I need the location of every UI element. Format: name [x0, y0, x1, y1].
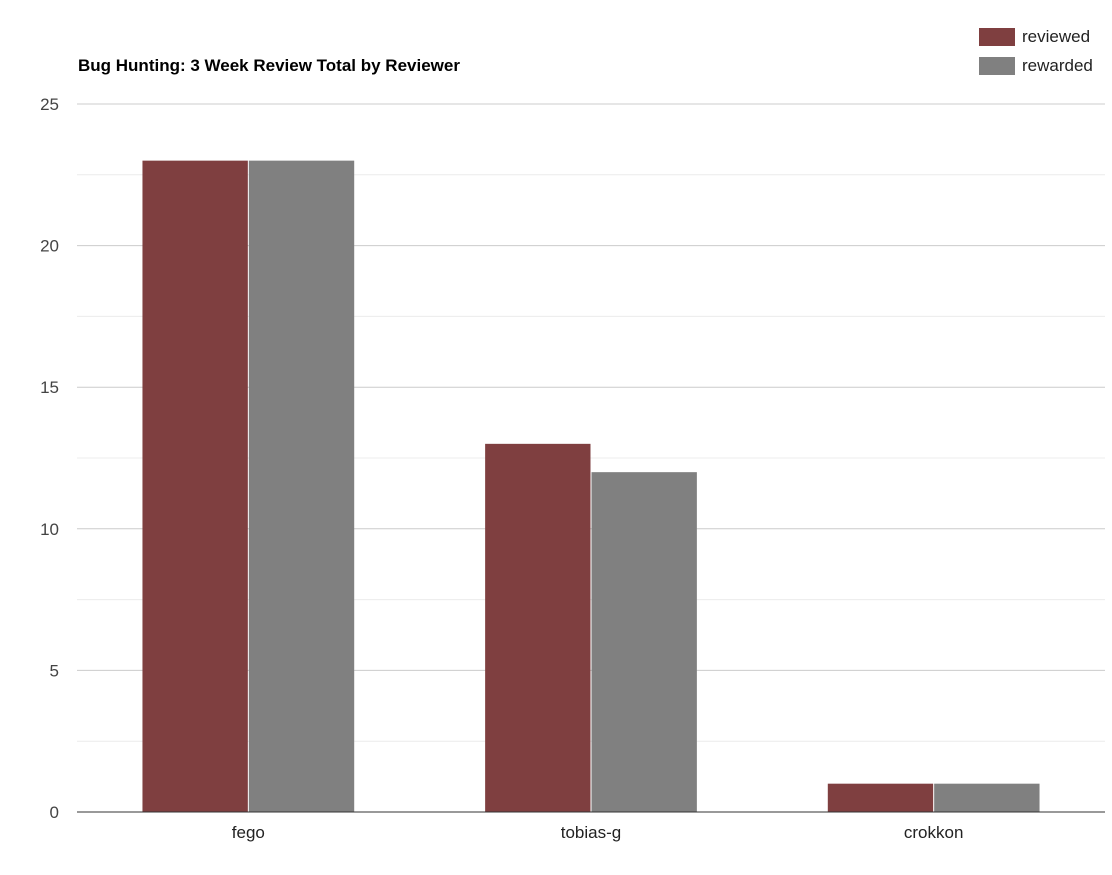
- legend-label-reviewed[interactable]: reviewed: [1022, 27, 1090, 46]
- bar-rewarded-fego[interactable]: [248, 160, 355, 812]
- chart-title: Bug Hunting: 3 Week Review Total by Revi…: [78, 56, 460, 75]
- y-tick-label: 25: [40, 95, 59, 114]
- y-tick-label: 0: [50, 803, 59, 822]
- bars: [142, 160, 1040, 812]
- x-category-label: crokkon: [904, 823, 964, 842]
- y-tick-label: 15: [40, 378, 59, 397]
- bar-rewarded-tobias-g[interactable]: [591, 472, 697, 812]
- legend-label-rewarded[interactable]: rewarded: [1022, 56, 1093, 75]
- bar-rewarded-crokkon[interactable]: [934, 783, 1040, 812]
- x-category-label: fego: [232, 823, 265, 842]
- bar-reviewed-crokkon[interactable]: [827, 783, 934, 812]
- y-tick-label: 20: [40, 237, 59, 256]
- y-tick-label: 10: [40, 520, 59, 539]
- gridlines: [77, 103, 1105, 742]
- legend-swatch-rewarded[interactable]: [979, 57, 1015, 75]
- x-category-label: tobias-g: [561, 823, 621, 842]
- bar-reviewed-tobias-g[interactable]: [485, 443, 591, 812]
- bar-reviewed-fego[interactable]: [142, 160, 248, 812]
- legend[interactable]: reviewed rewarded: [979, 27, 1093, 75]
- legend-swatch-reviewed[interactable]: [979, 28, 1015, 46]
- x-axis-categories: fego tobias-g crokkon: [232, 823, 964, 842]
- y-tick-label: 5: [50, 661, 59, 680]
- y-axis-ticks: 0 5 10 15 20 25: [40, 95, 59, 822]
